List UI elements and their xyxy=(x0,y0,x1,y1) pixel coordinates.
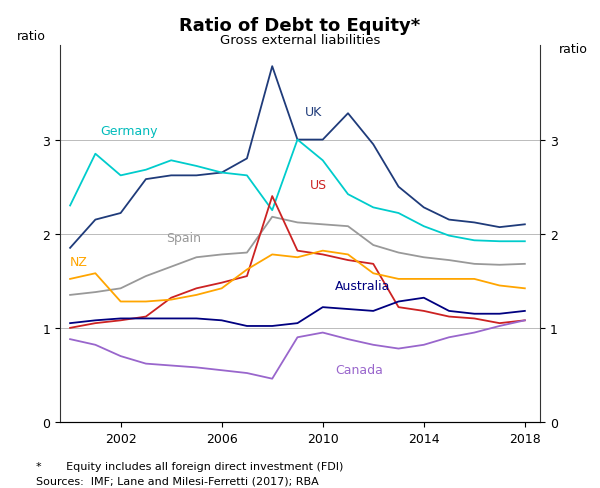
Text: Germany: Germany xyxy=(100,124,158,138)
Text: NZ: NZ xyxy=(70,256,88,269)
Text: Australia: Australia xyxy=(335,280,391,292)
Text: Gross external liabilities: Gross external liabilities xyxy=(220,34,380,47)
Text: Canada: Canada xyxy=(335,363,383,376)
Text: Ratio of Debt to Equity*: Ratio of Debt to Equity* xyxy=(179,17,421,35)
Text: Sources:  IMF; Lane and Milesi-Ferretti (2017); RBA: Sources: IMF; Lane and Milesi-Ferretti (… xyxy=(36,476,319,486)
Text: UK: UK xyxy=(305,105,322,119)
Y-axis label: ratio: ratio xyxy=(559,42,588,56)
Text: US: US xyxy=(310,179,327,192)
Text: Spain: Spain xyxy=(166,231,201,244)
Text: *       Equity includes all foreign direct investment (FDI): * Equity includes all foreign direct inv… xyxy=(36,461,343,471)
Y-axis label: ratio: ratio xyxy=(17,30,46,42)
